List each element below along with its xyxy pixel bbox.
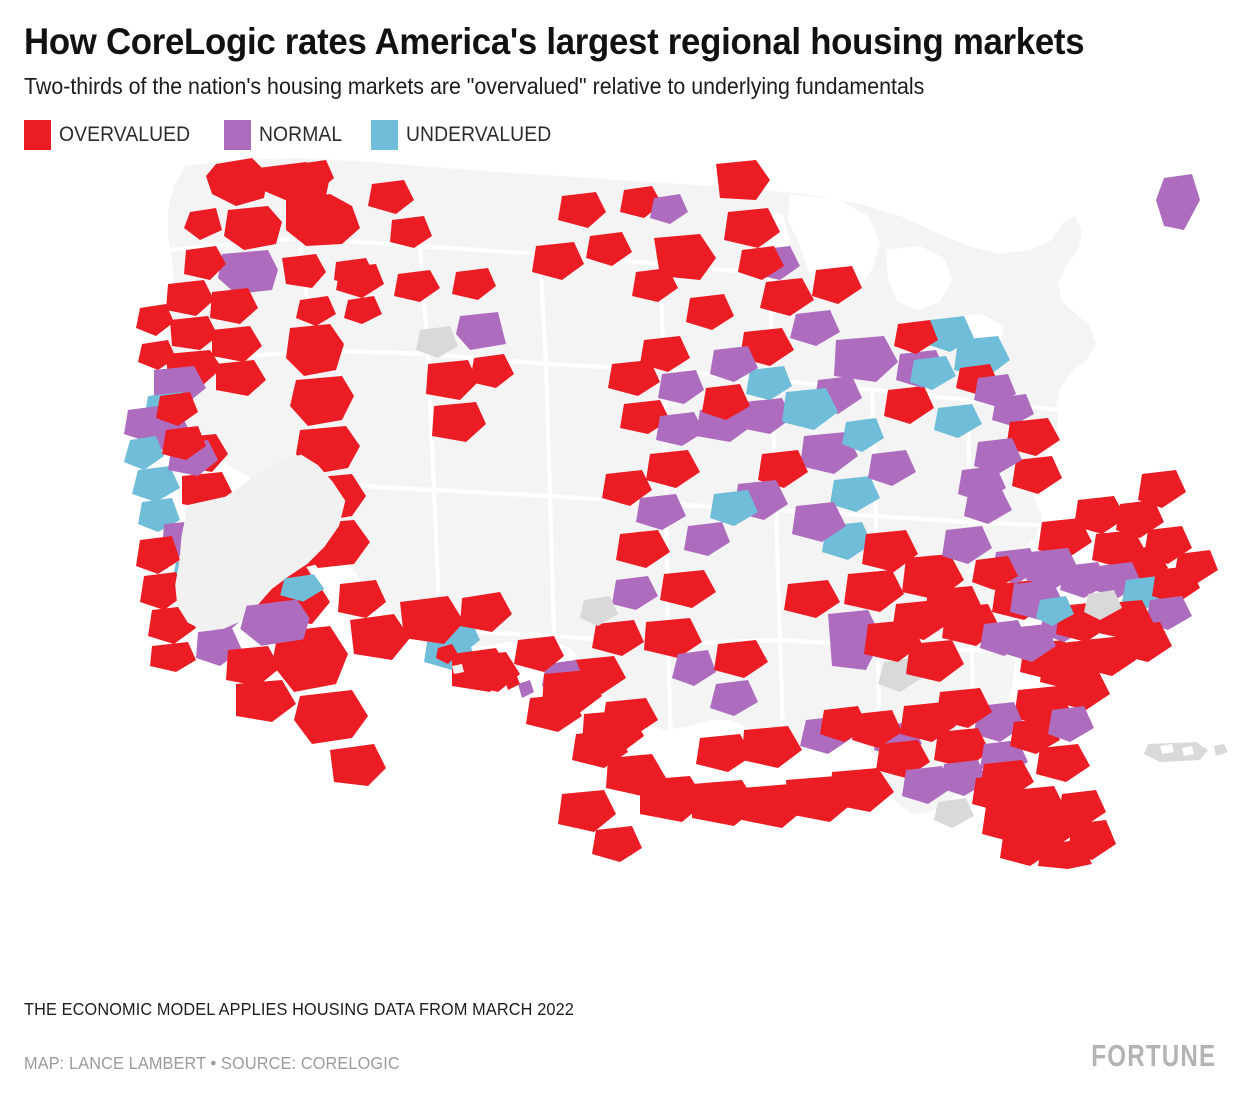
legend-label-overvalued: OVERVALUED [59, 123, 191, 147]
county-group-upper-midwest [702, 208, 1062, 641]
legend: OVERVALUED NORMAL UNDERVALUED [0, 100, 1240, 151]
header: How CoreLogic rates America's largest re… [0, 0, 1240, 100]
fortune-logo: FORTUNE [1090, 1038, 1216, 1073]
county-group-northeast [972, 174, 1218, 691]
legend-item-normal[interactable]: NORMAL [223, 120, 349, 151]
legend-item-overvalued[interactable]: OVERVALUED [24, 120, 202, 151]
county-group-great-plains [526, 160, 800, 769]
legend-label-normal: NORMAL [258, 123, 342, 147]
inset-alaska [175, 455, 346, 647]
legend-label-undervalued: UNDERVALUED [406, 123, 552, 147]
credit-row: MAP: LANCE LAMBERT • SOURCE: CORELOGIC F… [24, 1038, 1216, 1074]
inset-hawaii [436, 644, 534, 699]
county-group-pacific-northwest [136, 158, 374, 397]
page-subtitle: Two-thirds of the nation's housing marke… [24, 72, 925, 99]
county-group-northern-rockies [296, 160, 496, 327]
county-group-florida [980, 760, 1116, 870]
footer-credit: MAP: LANCE LAMBERT • SOURCE: CORELOGIC [24, 1053, 400, 1073]
legend-swatch-icon-undervalued [371, 120, 399, 151]
legend-item-undervalued[interactable]: UNDERVALUED [371, 120, 564, 151]
page-title: How CoreLogic rates America's largest re… [24, 21, 1085, 62]
choropleth-map[interactable] [0, 154, 1240, 870]
footer-note: THE ECONOMIC MODEL APPLIES HOUSING DATA … [24, 999, 574, 1019]
legend-swatch-icon-overvalued [24, 120, 51, 151]
legend-swatch-icon-normal [223, 120, 251, 151]
us-county-choropleth-svg [124, 158, 1228, 870]
inset-puerto-rico [1144, 742, 1228, 763]
footer: THE ECONOMIC MODEL APPLIES HOUSING DATA … [0, 999, 1240, 1096]
